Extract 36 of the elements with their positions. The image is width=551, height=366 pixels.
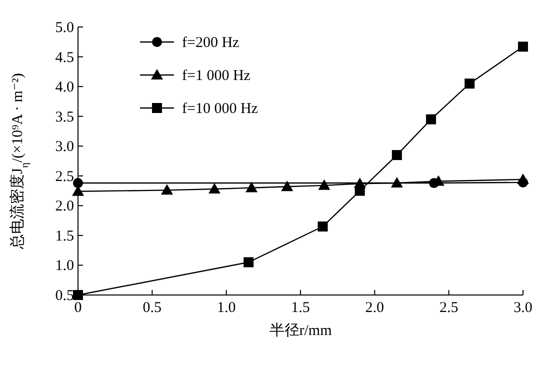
x-tick-label: 2.5 [439,300,458,316]
point [73,178,83,188]
x-tick-label: 0 [74,300,82,316]
x-axis-title: 半径r/mm [269,322,332,339]
y-tick-label: 1.5 [55,228,74,244]
y-tick-label: 5.0 [55,20,74,36]
point [429,178,439,188]
point [161,184,173,195]
point [318,222,328,232]
point [208,182,220,194]
x-tick-label: 0.5 [142,300,162,316]
y-tick-label: 4.5 [55,50,74,66]
point [73,290,83,300]
legend-label: f=200 Hz [182,35,240,51]
x-tick-label: 1.0 [216,300,236,316]
y-tick-label: 3.0 [55,139,74,156]
y-tick-label: 2.0 [55,198,74,215]
legend-label: f=1 000 Hz [182,68,251,84]
y-tick-label: 3.5 [55,109,74,126]
y-tick-label: 4.0 [55,80,74,96]
legend-label: f=10 000 Hz [182,101,258,117]
y-tick-label: 2.5 [55,168,74,185]
y-tick-label: 1.0 [55,258,74,274]
x-tick-label: 2.0 [365,300,384,316]
point [518,42,528,52]
point [244,257,254,268]
x-tick-label: 3.0 [514,300,532,316]
x-tick-label: 1.5 [291,300,310,316]
point [426,114,436,124]
point [464,78,475,89]
point [246,182,258,192]
y-tick-label: 0.5 [55,288,74,304]
point [392,150,402,160]
point [318,179,330,190]
point [518,177,528,188]
point [281,180,294,192]
